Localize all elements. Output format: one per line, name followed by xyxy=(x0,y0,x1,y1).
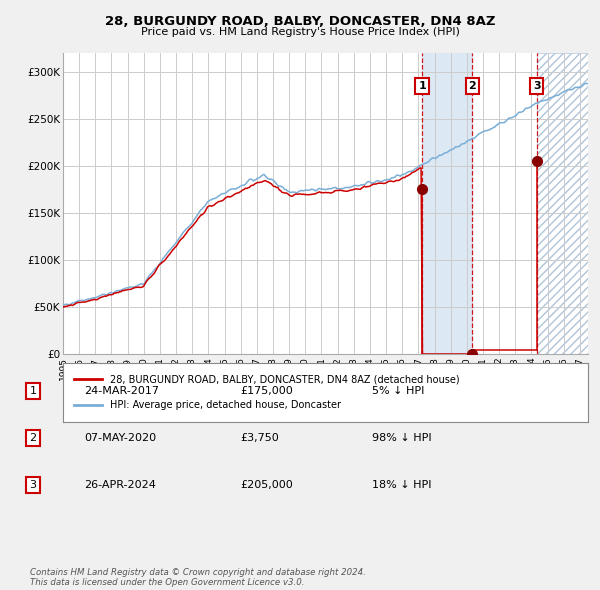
Text: 28, BURGUNDY ROAD, BALBY, DONCASTER, DN4 8AZ: 28, BURGUNDY ROAD, BALBY, DONCASTER, DN4… xyxy=(105,15,495,28)
Text: 3: 3 xyxy=(29,480,37,490)
Text: 24-MAR-2017: 24-MAR-2017 xyxy=(84,386,159,396)
Text: HPI: Average price, detached house, Doncaster: HPI: Average price, detached house, Donc… xyxy=(110,401,341,410)
Bar xyxy=(422,53,472,354)
Text: £175,000: £175,000 xyxy=(240,386,293,396)
Text: 98% ↓ HPI: 98% ↓ HPI xyxy=(372,433,431,443)
Text: 3: 3 xyxy=(533,81,541,91)
Text: £3,750: £3,750 xyxy=(240,433,279,443)
Text: 18% ↓ HPI: 18% ↓ HPI xyxy=(372,480,431,490)
Text: 1: 1 xyxy=(29,386,37,396)
Text: 28, BURGUNDY ROAD, BALBY, DONCASTER, DN4 8AZ (detached house): 28, BURGUNDY ROAD, BALBY, DONCASTER, DN4… xyxy=(110,375,460,384)
Text: 26-APR-2024: 26-APR-2024 xyxy=(84,480,156,490)
Text: 2: 2 xyxy=(29,433,37,443)
Text: 5% ↓ HPI: 5% ↓ HPI xyxy=(372,386,424,396)
Text: £205,000: £205,000 xyxy=(240,480,293,490)
Text: Contains HM Land Registry data © Crown copyright and database right 2024.
This d: Contains HM Land Registry data © Crown c… xyxy=(30,568,366,587)
Text: 07-MAY-2020: 07-MAY-2020 xyxy=(84,433,156,443)
Text: Price paid vs. HM Land Registry's House Price Index (HPI): Price paid vs. HM Land Registry's House … xyxy=(140,27,460,37)
Bar xyxy=(536,53,588,354)
Text: 2: 2 xyxy=(469,81,476,91)
Text: 1: 1 xyxy=(418,81,426,91)
